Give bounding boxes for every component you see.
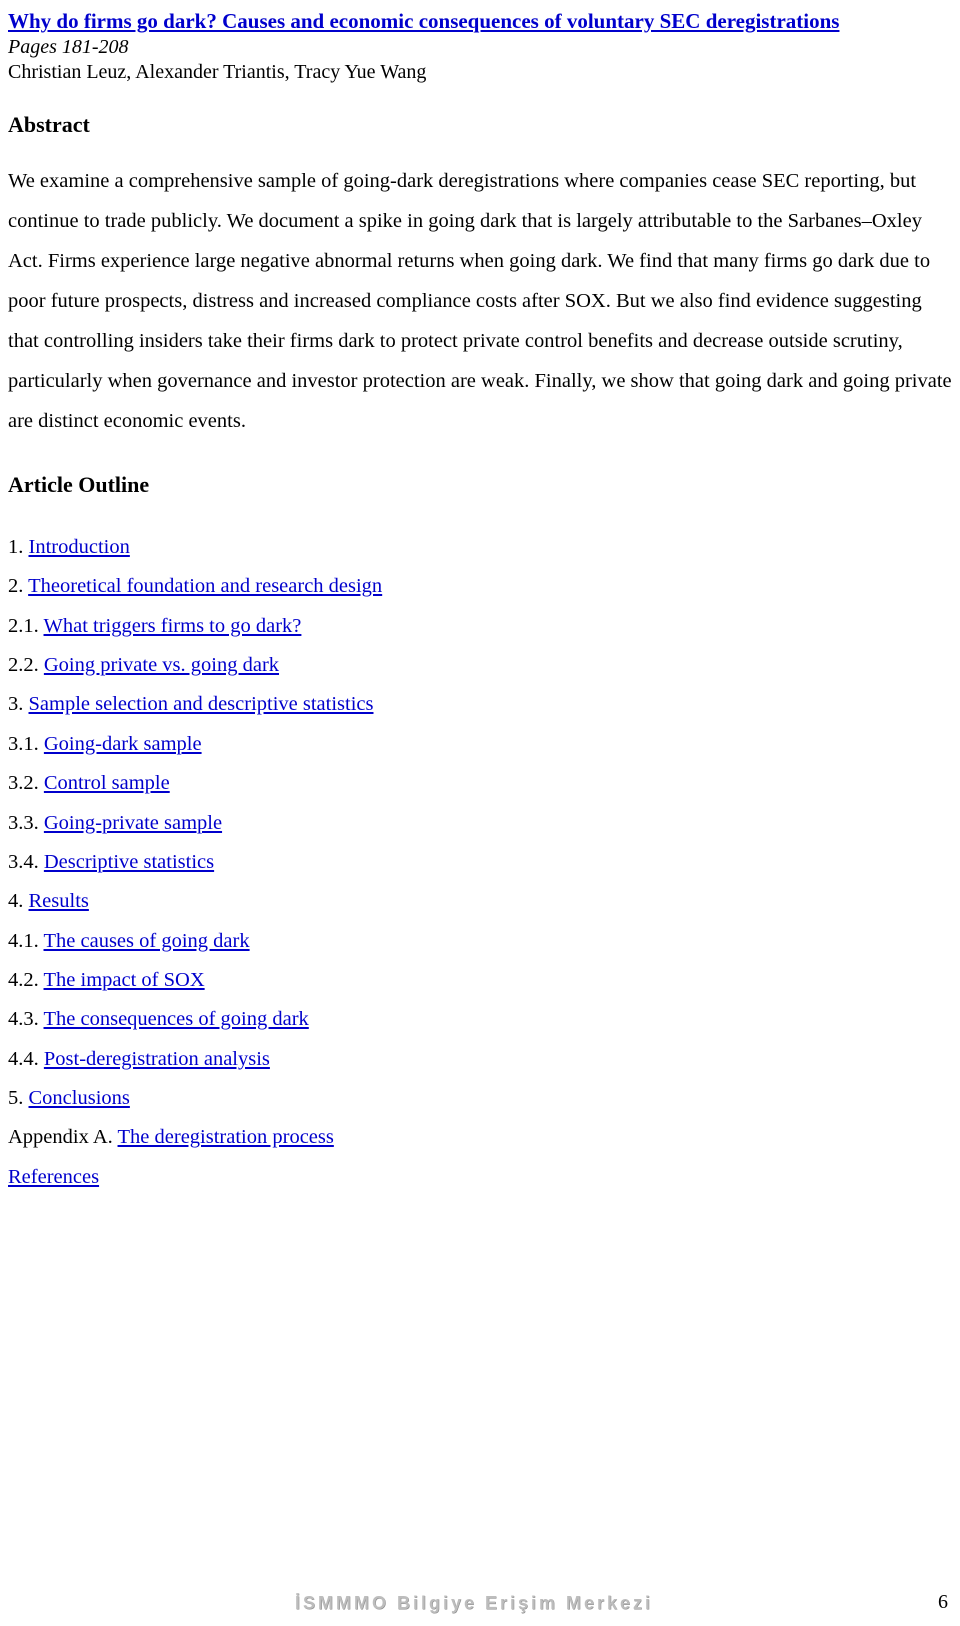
outline-item: 3.1. Going-dark sample <box>8 725 952 764</box>
outline-heading: Article Outline <box>8 472 952 498</box>
footer-watermark: İSMMMO Bilgiye Erişim Merkezi <box>0 1593 948 1614</box>
outline-item: 2.2. Going private vs. going dark <box>8 646 952 685</box>
outline-link[interactable]: Control sample <box>44 772 170 794</box>
outline-item: 4.2. The impact of SOX <box>8 961 952 1000</box>
outline-link[interactable]: References <box>8 1166 99 1188</box>
abstract-heading: Abstract <box>8 112 952 138</box>
outline-item: 3.4. Descriptive statistics <box>8 843 952 882</box>
article-title-link[interactable]: Why do firms go dark? Causes and economi… <box>8 9 839 33</box>
outline-link[interactable]: Going-dark sample <box>44 733 202 755</box>
outline-item: 3.2. Control sample <box>8 764 952 803</box>
outline-prefix: 3.1. <box>8 733 44 755</box>
outline-link[interactable]: The consequences of going dark <box>44 1008 309 1030</box>
outline-prefix: 4.1. <box>8 930 44 952</box>
outline-item: 1. Introduction <box>8 528 952 567</box>
outline-item: 5. Conclusions <box>8 1079 952 1118</box>
outline-prefix: Appendix A. <box>8 1126 118 1148</box>
outline-prefix: 2.2. <box>8 654 44 676</box>
outline-prefix: 5. <box>8 1087 29 1109</box>
outline-prefix: 3. <box>8 693 29 715</box>
outline-item: 2.1. What triggers firms to go dark? <box>8 607 952 646</box>
outline-prefix: 4.2. <box>8 969 44 991</box>
outline-link[interactable]: Descriptive statistics <box>44 851 214 873</box>
outline-item: Appendix A. The deregistration process <box>8 1118 952 1157</box>
outline-item: 2. Theoretical foundation and research d… <box>8 567 952 606</box>
outline-link[interactable]: Theoretical foundation and research desi… <box>28 575 382 597</box>
outline-item: References <box>8 1158 952 1197</box>
outline-link[interactable]: The causes of going dark <box>44 930 250 952</box>
outline-link[interactable]: The deregistration process <box>118 1126 334 1148</box>
outline-link[interactable]: Going-private sample <box>44 812 222 834</box>
outline-prefix: 3.3. <box>8 812 44 834</box>
authors: Christian Leuz, Alexander Triantis, Trac… <box>8 61 952 84</box>
outline-prefix: 2.1. <box>8 615 44 637</box>
outline-prefix: 4. <box>8 890 29 912</box>
outline-link[interactable]: Going private vs. going dark <box>44 654 279 676</box>
outline-link[interactable]: Conclusions <box>29 1087 130 1109</box>
pages-range: Pages 181-208 <box>8 36 952 59</box>
outline-item: 4. Results <box>8 882 952 921</box>
outline-item: 4.3. The consequences of going dark <box>8 1000 952 1039</box>
outline-prefix: 3.2. <box>8 772 44 794</box>
outline-link[interactable]: What triggers firms to go dark? <box>44 615 302 637</box>
outline-prefix: 3.4. <box>8 851 44 873</box>
outline-item: 4.4. Post-deregistration analysis <box>8 1040 952 1079</box>
page-number: 6 <box>938 1591 948 1614</box>
outline-link[interactable]: Sample selection and descriptive statist… <box>29 693 374 715</box>
outline-item: 4.1. The causes of going dark <box>8 922 952 961</box>
outline-link[interactable]: The impact of SOX <box>44 969 205 991</box>
outline-link[interactable]: Introduction <box>29 536 130 558</box>
abstract-body: We examine a comprehensive sample of goi… <box>8 162 952 442</box>
outline-prefix: 1. <box>8 536 29 558</box>
outline-item: 3.3. Going-private sample <box>8 804 952 843</box>
outline-link[interactable]: Results <box>29 890 89 912</box>
outline-item: 3. Sample selection and descriptive stat… <box>8 685 952 724</box>
outline-prefix: 4.4. <box>8 1048 44 1070</box>
outline-prefix: 4.3. <box>8 1008 44 1030</box>
outline-link[interactable]: Post-deregistration analysis <box>44 1048 270 1070</box>
article-outline: 1. Introduction2. Theoretical foundation… <box>8 528 952 1197</box>
outline-prefix: 2. <box>8 575 28 597</box>
